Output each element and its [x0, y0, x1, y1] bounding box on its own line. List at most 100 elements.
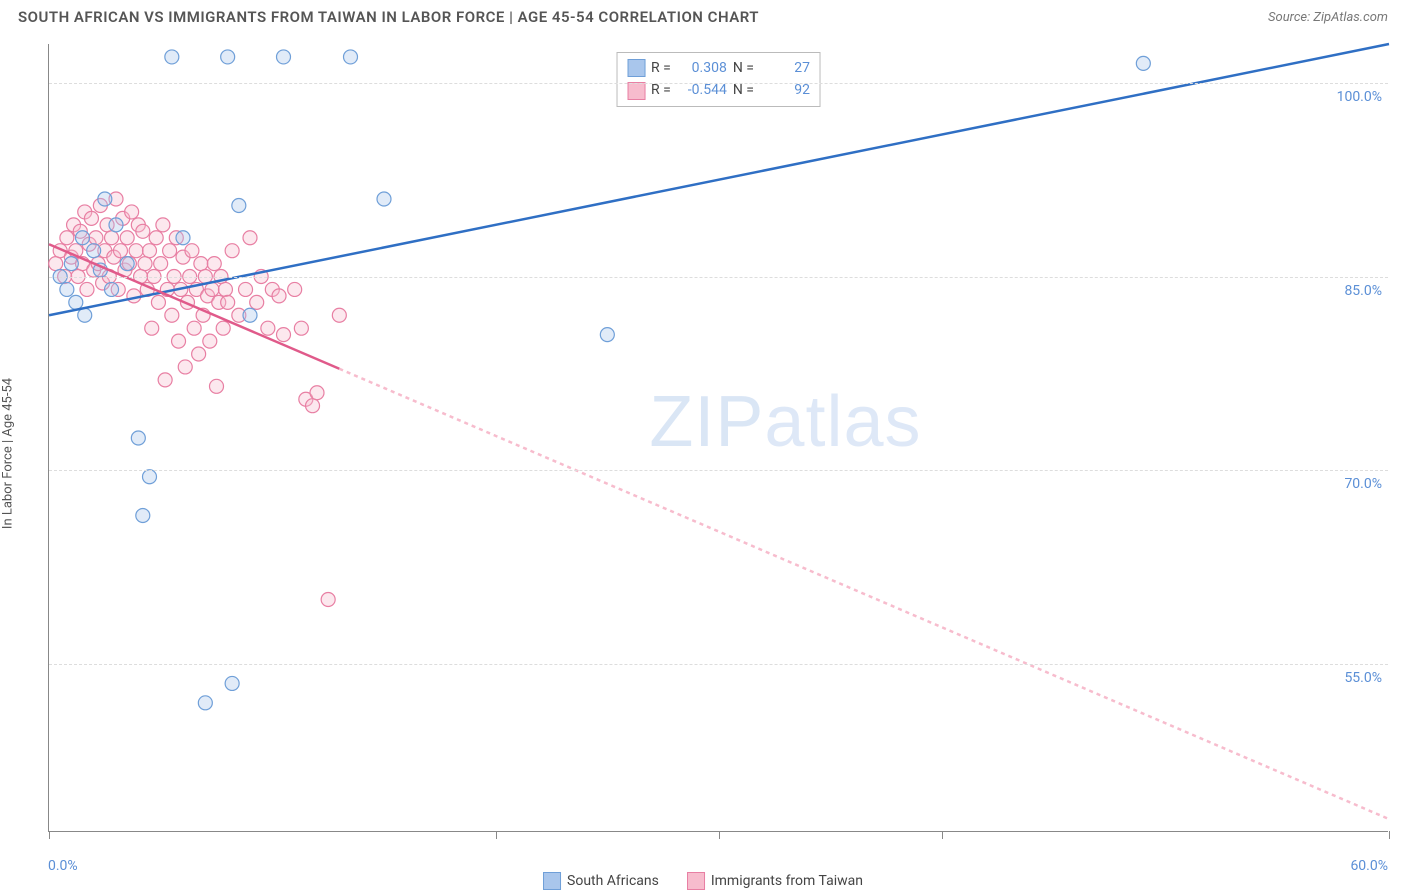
scatter-point	[78, 308, 92, 322]
scatter-point	[306, 399, 320, 413]
scatter-point	[176, 231, 190, 245]
scatter-point	[239, 282, 253, 296]
gridline-h	[49, 83, 1388, 84]
scatter-point	[205, 282, 219, 296]
scatter-point	[89, 231, 103, 245]
scatter-point	[250, 295, 264, 309]
scatter-point	[277, 328, 291, 342]
scatter-point	[131, 431, 145, 445]
y-axis-label: In Labor Force | Age 45-54	[1, 378, 16, 529]
scatter-point	[600, 328, 614, 342]
scatter-point	[277, 50, 291, 64]
source-label: Source: ZipAtlas.com	[1268, 10, 1388, 25]
scatter-point	[377, 192, 391, 206]
gridline-h	[49, 664, 1388, 665]
gridline-h	[49, 470, 1388, 471]
scatter-point	[178, 360, 192, 374]
scatter-point	[344, 50, 358, 64]
scatter-point	[272, 289, 286, 303]
scatter-point	[185, 244, 199, 258]
scatter-point	[218, 282, 232, 296]
scatter-point	[194, 257, 208, 271]
scatter-point	[87, 244, 101, 258]
scatter-point	[64, 257, 78, 271]
scatter-point	[80, 282, 94, 296]
ytick-label: 85.0%	[1344, 283, 1382, 299]
legend-swatch-b	[687, 872, 705, 890]
scatter-point	[165, 50, 179, 64]
scatter-point	[203, 334, 217, 348]
chart-plot-area: R = 0.308 N = 27 R = -0.544 N = 92 ZIPat…	[48, 44, 1388, 832]
scatter-point	[154, 257, 168, 271]
n-label: N =	[733, 57, 754, 79]
scatter-point	[221, 50, 235, 64]
n-value-a: 27	[760, 57, 810, 79]
scatter-point	[294, 321, 308, 335]
scatter-point	[288, 282, 302, 296]
swatch-series-a	[627, 59, 645, 77]
stats-row-series-a: R = 0.308 N = 27	[627, 57, 810, 79]
scatter-point	[172, 334, 186, 348]
scatter-point	[49, 257, 63, 271]
scatter-point	[84, 211, 98, 225]
scatter-point	[120, 231, 134, 245]
scatter-point	[60, 282, 74, 296]
legend-item-b: Immigrants from Taiwan	[687, 872, 863, 890]
scatter-point	[105, 231, 119, 245]
legend-label-b: Immigrants from Taiwan	[711, 873, 863, 889]
scatter-point	[225, 676, 239, 690]
scatter-point	[98, 192, 112, 206]
scatter-point	[225, 244, 239, 258]
scatter-point	[187, 321, 201, 335]
scatter-point	[310, 386, 324, 400]
scatter-point	[165, 308, 179, 322]
scatter-point	[60, 231, 74, 245]
scatter-point	[120, 257, 134, 271]
ytick-label: 100.0%	[1337, 89, 1382, 105]
scatter-point	[163, 244, 177, 258]
legend-item-a: South Africans	[543, 872, 659, 890]
scatter-point	[109, 218, 123, 232]
scatter-point	[136, 224, 150, 238]
scatter-point	[210, 379, 224, 393]
chart-title: SOUTH AFRICAN VS IMMIGRANTS FROM TAIWAN …	[18, 8, 759, 26]
xtick	[719, 831, 720, 839]
scatter-point	[232, 198, 246, 212]
scatter-point	[207, 257, 221, 271]
xtick	[1389, 831, 1390, 839]
scatter-point	[158, 373, 172, 387]
xtick-right: 60.0%	[1350, 858, 1388, 874]
scatter-point	[105, 282, 119, 296]
scatter-point	[113, 244, 127, 258]
scatter-point	[138, 257, 152, 271]
scatter-point	[332, 308, 346, 322]
scatter-point	[149, 231, 163, 245]
scatter-point	[145, 321, 159, 335]
scatter-point	[198, 696, 212, 710]
scatter-point	[221, 295, 235, 309]
r-value-a: 0.308	[677, 57, 727, 79]
scatter-point	[76, 231, 90, 245]
correlation-stats-box: R = 0.308 N = 27 R = -0.544 N = 92	[616, 52, 821, 107]
scatter-point	[143, 244, 157, 258]
legend-swatch-a	[543, 872, 561, 890]
scatter-point	[143, 470, 157, 484]
scatter-point	[216, 321, 230, 335]
swatch-series-b	[627, 82, 645, 100]
scatter-point	[192, 347, 206, 361]
scatter-point	[243, 231, 257, 245]
ytick-label: 70.0%	[1344, 476, 1382, 492]
scatter-point	[261, 321, 275, 335]
gridline-h	[49, 277, 1388, 278]
scatter-point	[243, 308, 257, 322]
r-label: R =	[651, 57, 671, 79]
scatter-point	[1136, 56, 1150, 70]
scatter-point	[321, 592, 335, 606]
ytick-label: 55.0%	[1344, 670, 1382, 686]
scatter-point	[136, 509, 150, 523]
scatter-point	[125, 205, 139, 219]
xtick	[49, 831, 50, 839]
scatter-point	[69, 295, 83, 309]
xtick	[496, 831, 497, 839]
legend-label-a: South Africans	[567, 873, 659, 889]
